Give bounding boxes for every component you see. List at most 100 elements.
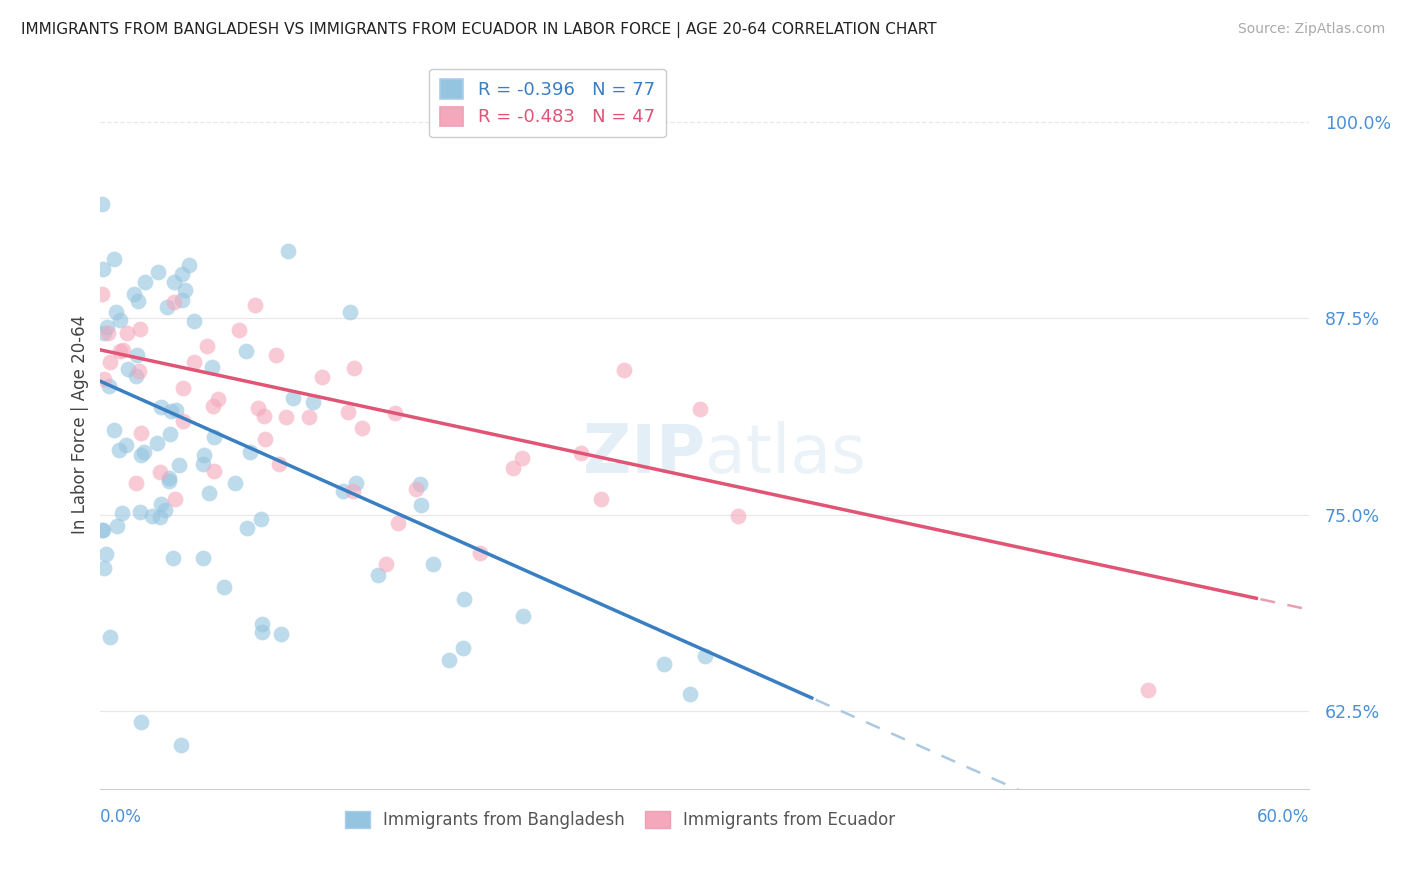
Point — [344, 475, 367, 490]
Point — [91, 523, 114, 537]
Point — [201, 359, 224, 374]
Point — [141, 509, 163, 524]
Point — [179, 258, 201, 272]
Point — [277, 244, 299, 258]
Point — [115, 437, 138, 451]
Point — [163, 294, 186, 309]
Point — [170, 739, 193, 753]
Point — [693, 648, 716, 663]
Point — [111, 343, 134, 357]
Point — [127, 348, 149, 362]
Point — [103, 252, 125, 267]
Point — [374, 557, 396, 571]
Point — [239, 444, 262, 458]
Point — [129, 426, 152, 441]
Point — [301, 395, 323, 409]
Point — [264, 348, 287, 362]
Point — [105, 305, 128, 319]
Point — [453, 591, 475, 606]
Point — [108, 344, 131, 359]
Point — [311, 369, 333, 384]
Point — [343, 361, 366, 376]
Point — [128, 505, 150, 519]
Point — [172, 293, 194, 308]
Point — [689, 401, 711, 416]
Point — [654, 657, 676, 671]
Point — [298, 410, 321, 425]
Point — [117, 361, 139, 376]
Point — [235, 344, 257, 359]
Point — [93, 372, 115, 386]
Point — [163, 491, 186, 506]
Point — [134, 445, 156, 459]
Point — [409, 477, 432, 491]
Point — [91, 287, 114, 301]
Point — [405, 482, 427, 496]
Point — [193, 550, 215, 565]
Point — [97, 378, 120, 392]
Point — [191, 457, 214, 471]
Point — [149, 497, 172, 511]
Point — [93, 326, 115, 340]
Point — [122, 287, 145, 301]
Text: ZIP: ZIP — [582, 421, 704, 487]
Point — [105, 518, 128, 533]
Point — [384, 406, 406, 420]
Point — [125, 475, 148, 490]
Point — [342, 484, 364, 499]
Point — [125, 368, 148, 383]
Point — [202, 400, 225, 414]
Point — [224, 475, 246, 490]
Point — [128, 364, 150, 378]
Point — [97, 326, 120, 341]
Point — [183, 314, 205, 328]
Point — [202, 429, 225, 443]
Point — [91, 523, 114, 537]
Point — [367, 567, 389, 582]
Point — [156, 300, 179, 314]
Point — [150, 400, 173, 414]
Point — [155, 502, 177, 516]
Point — [212, 580, 235, 594]
Point — [337, 405, 360, 419]
Point — [269, 457, 291, 471]
Point — [134, 275, 156, 289]
Point — [129, 714, 152, 729]
Y-axis label: In Labor Force | Age 20-64: In Labor Force | Age 20-64 — [72, 315, 89, 534]
Point — [409, 498, 432, 512]
Text: IMMIGRANTS FROM BANGLADESH VS IMMIGRANTS FROM ECUADOR IN LABOR FORCE | AGE 20-64: IMMIGRANTS FROM BANGLADESH VS IMMIGRANTS… — [21, 22, 936, 38]
Point — [148, 265, 170, 279]
Point — [93, 262, 115, 277]
Point — [502, 461, 524, 475]
Point — [253, 409, 276, 423]
Point — [193, 448, 215, 462]
Point — [149, 510, 172, 524]
Point — [98, 354, 121, 368]
Point — [115, 326, 138, 340]
Legend: Immigrants from Bangladesh, Immigrants from Ecuador: Immigrants from Bangladesh, Immigrants f… — [337, 804, 903, 836]
Point — [589, 491, 612, 506]
Point — [274, 409, 297, 424]
Point — [91, 197, 114, 211]
Text: 60.0%: 60.0% — [1257, 808, 1309, 826]
Point — [512, 608, 534, 623]
Point — [165, 402, 187, 417]
Point — [283, 391, 305, 405]
Point — [146, 436, 169, 450]
Point — [159, 427, 181, 442]
Point — [93, 561, 115, 575]
Point — [270, 626, 292, 640]
Point — [569, 445, 592, 459]
Point — [250, 617, 273, 632]
Point — [468, 546, 491, 560]
Point — [235, 521, 257, 535]
Point — [173, 283, 195, 297]
Point — [183, 355, 205, 369]
Point — [167, 458, 190, 472]
Point — [613, 362, 636, 376]
Point — [247, 401, 270, 415]
Point — [170, 267, 193, 281]
Point — [253, 432, 276, 446]
Point — [339, 304, 361, 318]
Point — [1136, 683, 1159, 698]
